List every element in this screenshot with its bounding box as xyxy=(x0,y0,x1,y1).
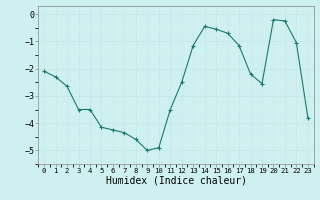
X-axis label: Humidex (Indice chaleur): Humidex (Indice chaleur) xyxy=(106,176,246,186)
